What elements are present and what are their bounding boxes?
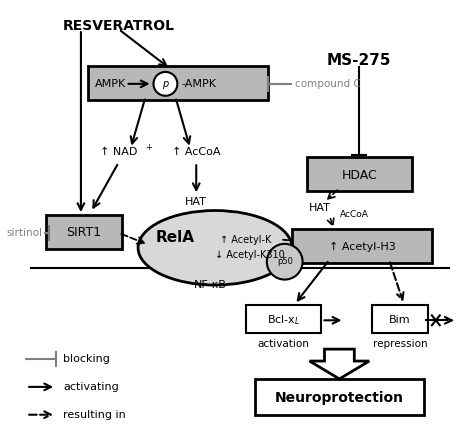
FancyBboxPatch shape bbox=[88, 66, 268, 100]
Text: sirtinol: sirtinol bbox=[6, 228, 42, 238]
Text: SIRT1: SIRT1 bbox=[67, 226, 101, 240]
Text: ↑ AcCoA: ↑ AcCoA bbox=[172, 147, 220, 157]
Text: RelA: RelA bbox=[156, 230, 195, 246]
Text: blocking: blocking bbox=[63, 354, 110, 364]
Text: ↑ Acetyl-H3: ↑ Acetyl-H3 bbox=[329, 242, 396, 252]
Text: MS-275: MS-275 bbox=[327, 53, 391, 68]
FancyBboxPatch shape bbox=[307, 157, 412, 191]
Text: AcCoA: AcCoA bbox=[340, 209, 369, 218]
Text: RESVERATROL: RESVERATROL bbox=[63, 19, 175, 33]
Text: +: + bbox=[145, 143, 152, 152]
Text: HAT: HAT bbox=[185, 197, 207, 207]
Text: Bim: Bim bbox=[389, 315, 411, 326]
Text: resulting in: resulting in bbox=[63, 410, 126, 420]
FancyBboxPatch shape bbox=[246, 305, 321, 333]
Text: ↑ NAD: ↑ NAD bbox=[100, 147, 137, 157]
Circle shape bbox=[267, 244, 303, 280]
Ellipse shape bbox=[138, 211, 292, 285]
Text: ↑ Acetyl-K: ↑ Acetyl-K bbox=[220, 235, 271, 245]
FancyBboxPatch shape bbox=[255, 379, 424, 415]
Text: compound C: compound C bbox=[295, 79, 361, 89]
Text: -AMPK: -AMPK bbox=[181, 79, 216, 89]
Text: repression: repression bbox=[373, 339, 427, 349]
Text: Bcl-x$_L$: Bcl-x$_L$ bbox=[267, 313, 300, 327]
FancyBboxPatch shape bbox=[292, 229, 432, 263]
Polygon shape bbox=[310, 349, 369, 379]
Text: AMPK: AMPK bbox=[95, 79, 126, 89]
Text: NF-κB: NF-κB bbox=[194, 280, 227, 289]
FancyBboxPatch shape bbox=[46, 215, 122, 249]
Text: activating: activating bbox=[63, 382, 119, 392]
Text: HAT: HAT bbox=[309, 203, 330, 213]
Text: HDAC: HDAC bbox=[341, 169, 377, 182]
Circle shape bbox=[153, 72, 177, 96]
Text: ↓ Acetyl-K310: ↓ Acetyl-K310 bbox=[215, 250, 285, 260]
Text: activation: activation bbox=[258, 339, 310, 349]
FancyBboxPatch shape bbox=[372, 305, 428, 333]
Text: p: p bbox=[162, 79, 169, 89]
Text: p50: p50 bbox=[277, 257, 293, 266]
Text: Neuroprotection: Neuroprotection bbox=[275, 391, 404, 405]
